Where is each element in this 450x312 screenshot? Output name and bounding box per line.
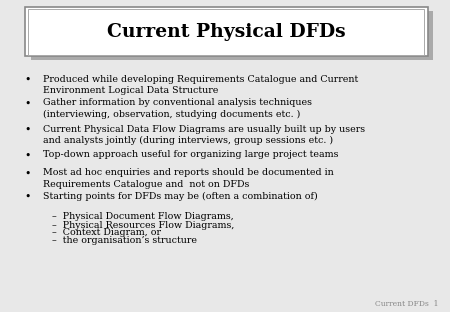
- Text: •: •: [25, 150, 31, 160]
- Text: Produced while developing Requirements Catalogue and Current
Environment Logical: Produced while developing Requirements C…: [43, 75, 358, 95]
- Text: Most ad hoc enquiries and reports should be documented in
Requirements Catalogue: Most ad hoc enquiries and reports should…: [43, 168, 333, 188]
- Bar: [25, 7, 427, 56]
- Text: –  Physical Resources Flow Diagrams,: – Physical Resources Flow Diagrams,: [52, 221, 234, 230]
- Text: –  Context Diagram, or: – Context Diagram, or: [52, 228, 161, 237]
- Bar: [28, 9, 424, 55]
- Text: •: •: [25, 192, 31, 202]
- Text: –  Physical Document Flow Diagrams,: – Physical Document Flow Diagrams,: [52, 212, 234, 221]
- Bar: [31, 11, 433, 60]
- Text: Current Physical Data Flow Diagrams are usually built up by users
and analysts j: Current Physical Data Flow Diagrams are …: [43, 125, 365, 145]
- Text: Current Physical DFDs: Current Physical DFDs: [107, 22, 345, 41]
- Text: •: •: [25, 75, 31, 85]
- Text: Current DFDs  1: Current DFDs 1: [375, 300, 439, 308]
- Text: •: •: [25, 168, 31, 178]
- Text: Top-down approach useful for organizing large project teams: Top-down approach useful for organizing …: [43, 150, 338, 159]
- Text: –  the organisation’s structure: – the organisation’s structure: [52, 236, 197, 245]
- Text: •: •: [25, 125, 31, 135]
- Text: Starting points for DFDs may be (often a combination of): Starting points for DFDs may be (often a…: [43, 192, 318, 201]
- Text: •: •: [25, 98, 31, 108]
- Text: Gather information by conventional analysis techniques
(interviewing, observatio: Gather information by conventional analy…: [43, 98, 312, 119]
